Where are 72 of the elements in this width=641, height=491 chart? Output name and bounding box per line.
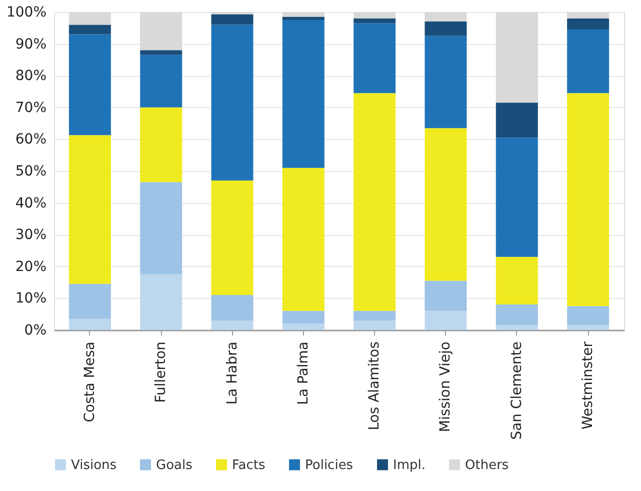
bar	[68, 24, 111, 34]
bar	[140, 50, 182, 55]
bar	[68, 135, 111, 284]
bar	[496, 12, 538, 103]
bar	[567, 29, 610, 94]
y-tick-label: 90%	[15, 36, 46, 52]
legend-label: Goals	[156, 458, 193, 473]
y-tick-label: 0%	[24, 322, 46, 338]
y-tick-label: 100%	[6, 4, 46, 20]
bar	[354, 320, 396, 330]
bar	[424, 310, 467, 330]
bar	[424, 36, 467, 128]
x-tick-label: Los Alamitos	[366, 342, 383, 430]
y-tick-label: 80%	[15, 68, 46, 84]
bar	[496, 325, 538, 330]
bar	[140, 12, 182, 50]
x-tick-label: La Palma	[295, 342, 312, 405]
y-tick-label: 10%	[15, 290, 46, 307]
legend-label: Visions	[71, 458, 117, 473]
bar	[282, 324, 324, 330]
y-tick-label: 50%	[15, 164, 46, 180]
legend-label: Others	[465, 458, 509, 473]
bar	[68, 284, 111, 319]
bar	[567, 18, 610, 30]
x-tick-label: La Habra	[224, 342, 240, 405]
bar	[282, 16, 324, 20]
bar	[496, 138, 538, 257]
y-tick-label: 20%	[15, 258, 46, 275]
bar	[282, 310, 324, 324]
bar	[282, 168, 324, 311]
bar	[282, 20, 324, 168]
bar	[211, 180, 254, 296]
legend-label: Impl.	[393, 458, 426, 473]
bar	[567, 325, 610, 330]
bar	[567, 306, 610, 326]
bar	[424, 22, 467, 36]
bar	[211, 24, 254, 181]
bar	[140, 54, 182, 108]
bar	[282, 12, 324, 17]
bar	[140, 107, 182, 182]
bar	[140, 274, 182, 330]
bar	[140, 182, 182, 274]
bar	[496, 102, 538, 138]
bar	[354, 310, 396, 320]
x-tick-label: Westminster	[580, 341, 596, 430]
bar	[211, 14, 254, 25]
bar	[68, 34, 111, 136]
bar	[354, 12, 396, 18]
bar	[424, 128, 467, 281]
x-tick-label: San Clemente	[508, 342, 525, 440]
y-tick-label: 40%	[15, 195, 46, 212]
bar	[567, 12, 610, 18]
bar	[354, 93, 396, 311]
x-tick-label: Mission Viejo	[438, 342, 454, 432]
bar	[567, 93, 610, 306]
bar	[211, 295, 254, 320]
legend-label: Facts	[232, 458, 266, 473]
legend-label: Policies	[305, 458, 354, 473]
bar	[496, 256, 538, 305]
bar	[211, 320, 254, 330]
x-tick-label: Costa Mesa	[82, 342, 98, 422]
y-tick-label: 70%	[15, 100, 46, 116]
bar	[354, 23, 396, 94]
y-tick-label: 60%	[15, 132, 46, 148]
x-tick-label: Fullerton	[153, 342, 170, 403]
bar	[424, 12, 467, 22]
bar	[354, 18, 396, 24]
y-tick-label: 30%	[15, 227, 46, 244]
bar	[424, 280, 467, 311]
bar	[68, 12, 111, 25]
bar	[68, 318, 111, 330]
bar	[496, 304, 538, 326]
